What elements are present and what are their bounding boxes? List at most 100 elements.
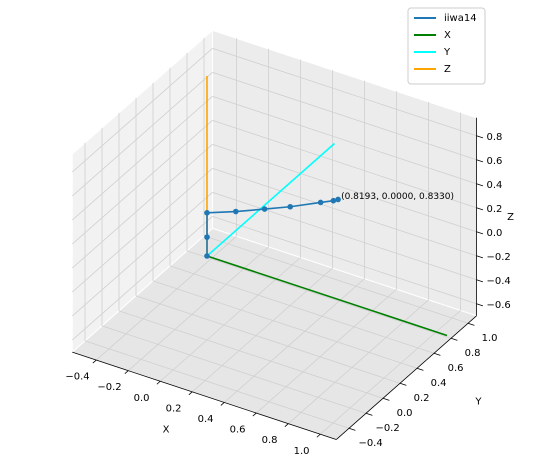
z-tick-label: 0.0 [487, 228, 503, 239]
grid-line [101, 325, 367, 414]
tick-mark [348, 427, 356, 431]
legend: iiwa14 XYZ [407, 7, 486, 85]
tick-mark [476, 303, 484, 307]
x-axis-label: X [163, 425, 170, 436]
z-tick-label: 0.8 [487, 132, 503, 143]
y-tick-label: −0.2 [375, 423, 399, 434]
tick-mark [433, 352, 441, 356]
tick-mark [365, 412, 373, 416]
tick-mark [450, 337, 458, 341]
tick-mark [284, 423, 289, 427]
y-tick-label: 0.4 [431, 378, 447, 389]
legend-label: iiwa14 [444, 13, 477, 24]
grid-line [84, 340, 350, 429]
grid-line [212, 95, 477, 185]
grid-line [191, 267, 333, 393]
legend-box [407, 7, 486, 85]
grid-line [71, 168, 213, 293]
tick-mark [476, 135, 484, 139]
y-tick-label: 0.8 [465, 348, 481, 359]
tick-mark [476, 159, 484, 163]
legend-label: Z [444, 64, 451, 75]
grid-line [71, 216, 213, 341]
z-tick-label: −0.2 [487, 252, 511, 263]
tick-mark [476, 183, 484, 187]
x-tick-label: 0.2 [166, 403, 182, 414]
grid-line [135, 295, 401, 384]
legend-label: X [444, 30, 451, 41]
x-tick-label: 1.0 [294, 446, 310, 457]
x-tick-label: 0.4 [198, 414, 214, 425]
tick-mark [188, 391, 193, 396]
grid-line [212, 215, 477, 305]
x-tick-label: 0.8 [262, 435, 278, 446]
tick-mark [220, 402, 225, 406]
series-line [206, 142, 336, 257]
grid-line [255, 289, 397, 414]
y-tick-label: 0.6 [448, 363, 464, 374]
annotation: (0.8193, 0.0000, 0.8330) [341, 192, 454, 202]
grid-line [169, 265, 435, 354]
grid-line [95, 236, 237, 361]
z-tick-label: −0.6 [487, 300, 511, 311]
grid-line [71, 72, 213, 197]
tick-mark [476, 279, 484, 283]
grid-line [186, 250, 452, 339]
grid-line [212, 71, 477, 161]
tick-mark [476, 255, 484, 259]
grid-line [118, 310, 384, 399]
y-tick-label: 0.2 [414, 393, 430, 404]
series-line [206, 255, 448, 337]
y-tick-label: −0.4 [358, 438, 382, 449]
tick-mark [476, 207, 484, 211]
axis-line [72, 351, 337, 440]
point [287, 203, 294, 210]
point [204, 210, 210, 216]
legend-label: Y [443, 47, 451, 58]
point [233, 208, 239, 215]
grid-line [159, 257, 301, 382]
tick-mark [252, 412, 257, 417]
x-tick-label: −0.2 [97, 382, 121, 393]
tick-mark [476, 231, 484, 235]
tick-mark [399, 382, 407, 386]
grid-line [152, 280, 418, 369]
grid-line [212, 47, 477, 137]
x-tick-label: 0.0 [134, 393, 150, 404]
grid-line [287, 299, 429, 424]
grid-line [319, 310, 461, 435]
grid-line [71, 192, 213, 317]
x-tick-label: −0.4 [65, 372, 89, 383]
x-tick-label: 0.6 [230, 425, 246, 436]
point [335, 196, 341, 203]
tick-mark [92, 359, 97, 364]
grid-line [212, 191, 477, 281]
tick-mark [467, 322, 475, 326]
grid-line [127, 246, 269, 371]
grid-line [71, 96, 213, 221]
y-tick-label: 0.0 [397, 408, 413, 419]
z-tick-label: −0.4 [487, 276, 511, 287]
z-tick-label: 0.4 [487, 180, 503, 191]
grid-line [71, 48, 213, 173]
tick-mark [156, 380, 161, 385]
grid-line [212, 167, 477, 257]
grid-line [212, 143, 477, 233]
z-tick-label: 0.6 [487, 156, 503, 167]
tick-mark [416, 367, 424, 371]
grid-line [71, 144, 213, 269]
grid-line [223, 278, 365, 403]
tick-mark [124, 370, 129, 374]
grid-line [203, 235, 469, 324]
grid-line [71, 120, 213, 245]
point [317, 199, 324, 206]
y-axis-label: Y [474, 397, 482, 408]
point [261, 206, 268, 212]
point [204, 253, 210, 259]
z-tick-label: 0.2 [487, 204, 503, 215]
point [330, 197, 337, 204]
point [204, 234, 210, 240]
y-tick-label: 1.0 [482, 333, 498, 344]
tick-mark [316, 433, 321, 438]
